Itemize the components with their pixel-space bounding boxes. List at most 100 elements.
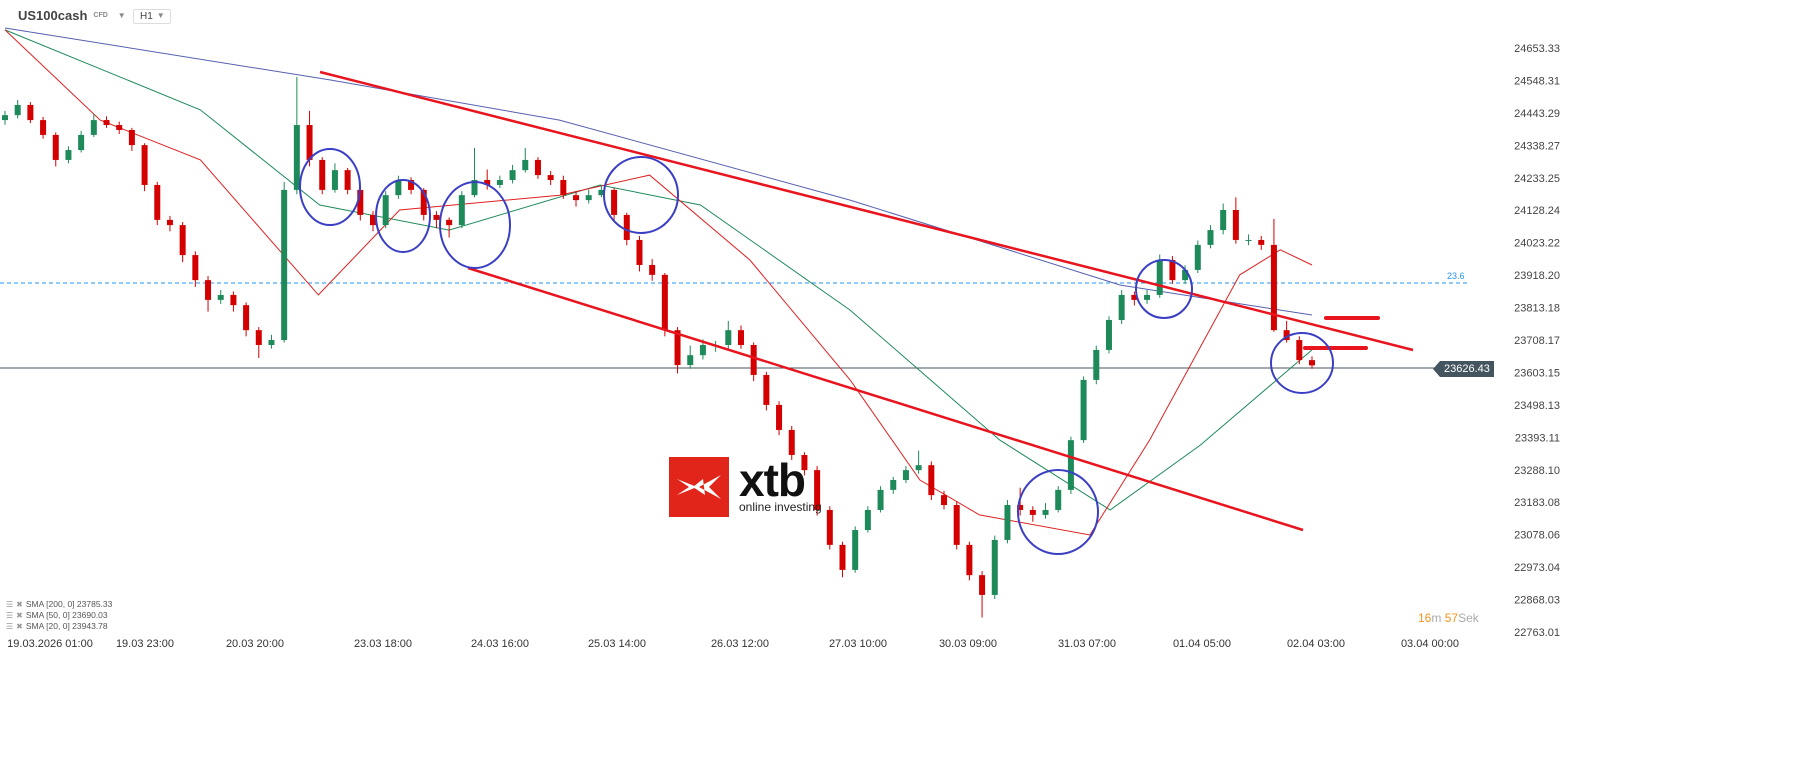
- candle: [319, 157, 326, 195]
- close-icon[interactable]: ✖: [16, 600, 23, 609]
- candle-body: [598, 189, 605, 196]
- candle: [281, 181, 288, 343]
- timer-minutes: 16: [1418, 611, 1432, 625]
- indicator-sma200[interactable]: ☰ ✖ SMA [200, 0] 23785.33: [6, 599, 112, 610]
- candle: [141, 143, 148, 192]
- close-icon[interactable]: ✖: [16, 611, 23, 620]
- candle: [661, 273, 668, 337]
- candle-body: [344, 170, 351, 190]
- candle-body: [446, 219, 453, 226]
- x-tick-label: 27.03 10:00: [829, 638, 887, 650]
- candle-body: [737, 330, 744, 345]
- candle-body: [141, 145, 148, 185]
- candle-body: [382, 195, 389, 226]
- candle: [788, 425, 795, 460]
- candle-body: [864, 509, 871, 531]
- candle-body: [649, 264, 656, 275]
- candle-body: [217, 294, 224, 300]
- candle-body: [611, 189, 618, 215]
- candle: [991, 535, 998, 599]
- symbol-selector[interactable]: US100cash CFD ▼: [18, 8, 126, 23]
- candle: [192, 251, 199, 287]
- highlight-circle[interactable]: [439, 181, 511, 269]
- candle-body: [573, 195, 580, 201]
- candle: [725, 320, 732, 349]
- candle: [1194, 240, 1201, 274]
- candle-body: [166, 219, 173, 226]
- settings-icon[interactable]: ☰: [6, 622, 14, 631]
- candle-body: [1245, 239, 1252, 241]
- candle-body: [484, 180, 491, 185]
- candle: [737, 325, 744, 349]
- y-tick-label: 24233.25: [1514, 173, 1560, 185]
- candle: [1309, 356, 1315, 369]
- candle: [1144, 290, 1151, 304]
- x-tick-label: 01.04 05:00: [1173, 638, 1231, 650]
- candle-body: [661, 274, 668, 331]
- candle-body: [40, 120, 47, 135]
- settings-icon[interactable]: ☰: [6, 600, 14, 609]
- candle-body: [776, 404, 783, 430]
- candle-body: [1194, 244, 1201, 270]
- candle: [979, 571, 986, 618]
- candle: [776, 401, 783, 436]
- candle-body: [2, 115, 8, 121]
- candle-body: [1055, 489, 1062, 510]
- candle: [522, 147, 529, 173]
- candle: [369, 211, 376, 232]
- candle: [52, 132, 59, 167]
- candle-body: [116, 125, 123, 130]
- candle-body: [1131, 294, 1138, 300]
- candle-body: [281, 189, 288, 341]
- sma-line: [4, 27, 1313, 316]
- timeframe-select[interactable]: H1 ▼: [133, 9, 171, 24]
- candle: [1258, 235, 1265, 250]
- candle-body: [14, 104, 21, 116]
- candle: [1283, 320, 1290, 343]
- settings-icon[interactable]: ☰: [6, 611, 14, 620]
- candle: [814, 466, 821, 516]
- candle: [801, 452, 808, 476]
- candle-body: [725, 330, 732, 345]
- highlight-circle[interactable]: [1135, 259, 1193, 319]
- y-tick-label: 23708.17: [1514, 335, 1560, 347]
- candle: [1105, 316, 1112, 354]
- candle: [255, 327, 262, 358]
- candle-body: [1144, 294, 1151, 300]
- highlight-circle[interactable]: [375, 179, 431, 253]
- candle: [534, 157, 541, 179]
- candle-body: [839, 544, 846, 570]
- upper-trendline[interactable]: [319, 70, 1414, 352]
- candle-body: [154, 184, 161, 220]
- lower-trendline[interactable]: [467, 266, 1304, 532]
- candle: [915, 450, 922, 474]
- candle-body: [1182, 269, 1189, 281]
- candle: [864, 506, 871, 533]
- current-price-tag: 23626.43: [1433, 361, 1494, 377]
- y-tick-label: 23813.18: [1514, 303, 1560, 315]
- highlight-circle[interactable]: [603, 156, 679, 234]
- timer-minutes-unit: m: [1431, 611, 1442, 625]
- candle: [90, 113, 97, 138]
- candle-body: [941, 495, 948, 506]
- indicator-sma50[interactable]: ☰ ✖ SMA [50, 0] 23690.03: [6, 610, 112, 621]
- candle: [1220, 203, 1227, 235]
- candle: [40, 116, 47, 139]
- highlight-circle[interactable]: [1017, 469, 1099, 555]
- indicator-sma20[interactable]: ☰ ✖ SMA [20, 0] 23943.78: [6, 621, 112, 632]
- candle-body: [319, 159, 326, 190]
- highlight-circle[interactable]: [1270, 332, 1334, 394]
- candle: [902, 466, 909, 484]
- candle: [116, 121, 123, 134]
- candle-body: [1296, 340, 1303, 361]
- highlight-circle[interactable]: [299, 148, 361, 226]
- x-tick-label: 31.03 07:00: [1058, 638, 1116, 650]
- x-tick-label: 26.03 12:00: [711, 638, 769, 650]
- candle: [484, 169, 491, 190]
- close-icon[interactable]: ✖: [16, 622, 23, 631]
- candle: [852, 526, 859, 573]
- candle: [166, 215, 173, 232]
- drawing-annotations[interactable]: [299, 70, 1414, 555]
- candle: [1182, 265, 1189, 284]
